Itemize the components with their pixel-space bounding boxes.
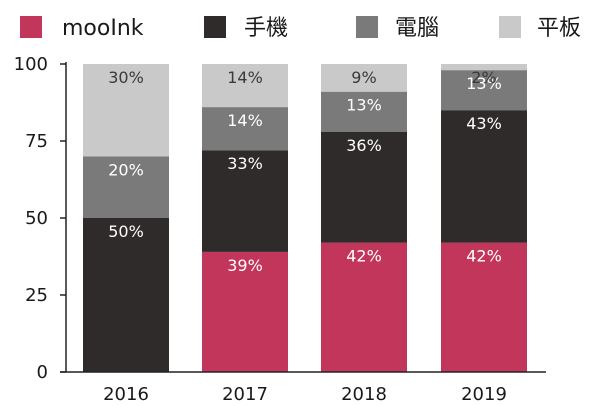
bar-label-2016-2: 20% bbox=[108, 160, 144, 179]
y-tick-label-1: 25 bbox=[25, 285, 48, 306]
bar-label-2016-1: 50% bbox=[108, 222, 144, 241]
y-axis: 0 25 50 75 100 bbox=[14, 54, 67, 383]
bar-segment-2018-3 bbox=[321, 64, 407, 92]
bar-segment-2016-3 bbox=[83, 64, 169, 157]
legend-label-3: 平板 bbox=[537, 16, 581, 41]
bar-label-2018-0: 42% bbox=[346, 247, 382, 266]
bar-label-2017-3: 14% bbox=[227, 68, 263, 87]
bar-segment-2018-2 bbox=[321, 91, 407, 132]
y-tick-label-0: 0 bbox=[37, 362, 48, 383]
bar-segment-2017-3 bbox=[202, 64, 288, 108]
x-axis: 2016 2017 2018 2019 bbox=[60, 371, 546, 405]
bar-segment-2017-1 bbox=[202, 150, 288, 252]
bar-label-2019-1: 43% bbox=[466, 114, 502, 133]
x-tick-label-2017: 2017 bbox=[222, 384, 268, 405]
y-tick-label-4: 100 bbox=[14, 54, 48, 75]
legend-label-2: 電腦 bbox=[395, 16, 439, 41]
legend-swatch-3 bbox=[499, 16, 521, 38]
bar-label-2017-0: 39% bbox=[227, 256, 263, 275]
legend-label-1: 手機 bbox=[244, 16, 288, 41]
bar-label-2018-2: 13% bbox=[346, 96, 382, 115]
x-tick-label-2016: 2016 bbox=[103, 384, 149, 405]
legend-swatch-1 bbox=[204, 16, 226, 38]
bar-segment-2016-1 bbox=[83, 218, 169, 372]
bar-label-2019-0: 42% bbox=[466, 247, 502, 266]
bar-segment-2019-1 bbox=[441, 110, 527, 243]
x-tick-label-2019: 2019 bbox=[461, 384, 507, 405]
bars: 50% 20% 30% 39% 33% 14% 14% 42% 36% 13% 9% 42% 43% 13… bbox=[83, 64, 527, 372]
y-tick-label-2: 50 bbox=[25, 208, 48, 229]
bar-label-2019-2: 13% bbox=[466, 74, 502, 93]
bar-segment-2018-0 bbox=[321, 242, 407, 372]
y-tick-label-3: 75 bbox=[25, 131, 48, 152]
legend-label-0: mooInk bbox=[62, 16, 144, 41]
bar-segment-2016-2 bbox=[83, 156, 169, 218]
bar-label-2018-3: 9% bbox=[351, 68, 376, 87]
bar-segment-2019-3 bbox=[441, 64, 527, 71]
bar-label-2018-1: 36% bbox=[346, 136, 382, 155]
bar-segment-2017-0 bbox=[202, 251, 288, 372]
legend-swatch-2 bbox=[356, 16, 378, 38]
bar-label-2019-3: 2% bbox=[471, 68, 496, 87]
bar-segment-2018-1 bbox=[321, 131, 407, 243]
bar-segment-2019-2 bbox=[441, 70, 527, 111]
legend: mooInk 手機 電腦 平板 bbox=[20, 16, 581, 41]
legend-swatch-0 bbox=[20, 16, 42, 38]
bar-label-2016-3: 30% bbox=[108, 68, 144, 87]
bar-segment-2019-0 bbox=[441, 242, 527, 372]
bar-label-2017-2: 14% bbox=[227, 111, 263, 130]
bar-label-2017-1: 33% bbox=[227, 154, 263, 173]
bar-segment-2017-2 bbox=[202, 107, 288, 151]
x-tick-label-2018: 2018 bbox=[341, 384, 387, 405]
